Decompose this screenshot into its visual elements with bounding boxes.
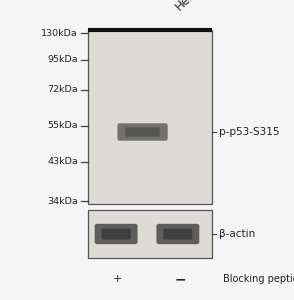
Text: +: + bbox=[113, 274, 122, 284]
FancyBboxPatch shape bbox=[102, 229, 131, 240]
Text: p-p53-S315: p-p53-S315 bbox=[219, 127, 280, 137]
Text: Blocking peptide: Blocking peptide bbox=[223, 274, 294, 284]
Text: 34kDa: 34kDa bbox=[47, 196, 78, 206]
Text: −: − bbox=[175, 272, 187, 286]
FancyBboxPatch shape bbox=[163, 229, 192, 240]
FancyBboxPatch shape bbox=[126, 128, 160, 137]
Text: 55kDa: 55kDa bbox=[47, 122, 78, 130]
Text: HeLa: HeLa bbox=[173, 0, 203, 14]
Text: 72kDa: 72kDa bbox=[47, 85, 78, 94]
Text: 130kDa: 130kDa bbox=[41, 28, 78, 38]
Text: 43kDa: 43kDa bbox=[47, 158, 78, 166]
Text: 95kDa: 95kDa bbox=[47, 56, 78, 64]
FancyBboxPatch shape bbox=[117, 123, 168, 141]
Text: β-actin: β-actin bbox=[219, 229, 255, 239]
Bar bbox=[88, 210, 212, 258]
FancyBboxPatch shape bbox=[156, 224, 199, 244]
FancyBboxPatch shape bbox=[95, 224, 138, 244]
Bar bbox=[88, 30, 212, 204]
